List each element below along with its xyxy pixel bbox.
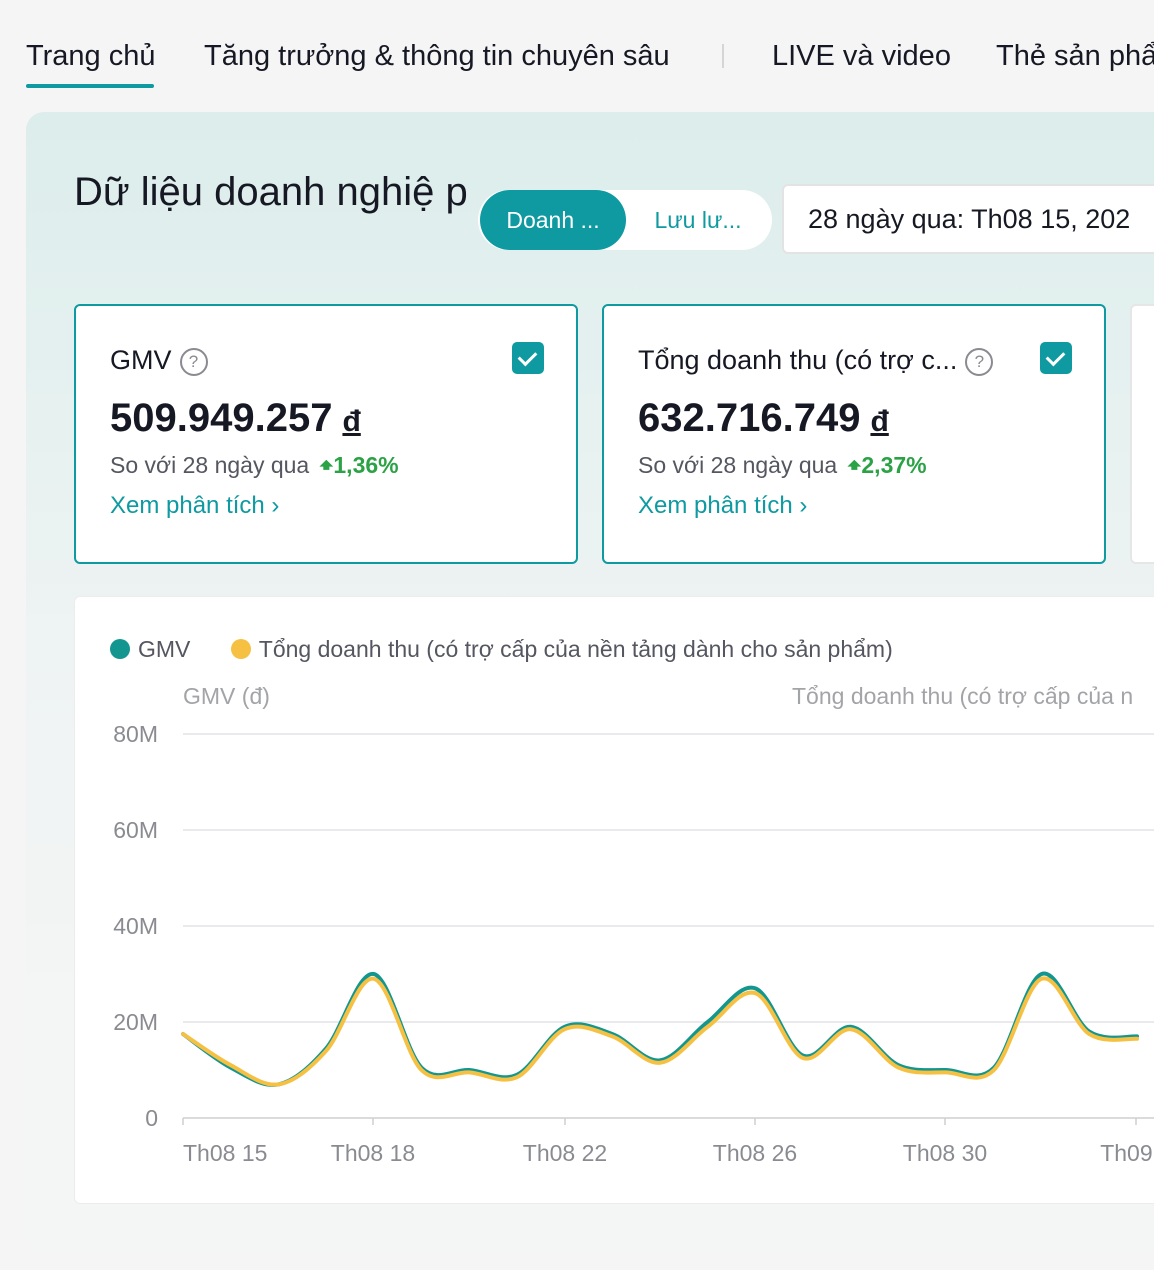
arrow-up-icon: 🠹 xyxy=(847,452,862,478)
x-tick-label: Th09 0 xyxy=(1100,1140,1154,1166)
x-tick-label: Th08 26 xyxy=(713,1140,797,1166)
checkbox-icon[interactable] xyxy=(1040,342,1072,374)
arrow-up-icon: 🠹 xyxy=(319,452,334,478)
gmv-card[interactable]: GMV? 509.949.257 đ So với 28 ngày qua 🠹1,3… xyxy=(74,304,578,564)
traffic-toggle-button[interactable]: Lưu lư... xyxy=(654,207,742,233)
total-revenue-card[interactable]: Tổng doanh thu (có trợ c...? 632.716.749… xyxy=(602,304,1106,564)
delta-value: 1,36% xyxy=(333,452,399,478)
tab-divider xyxy=(722,44,724,68)
gmv-value: 509.949.257 đ xyxy=(110,390,361,450)
series-total-revenue-line[interactable] xyxy=(181,976,1139,1087)
date-range-picker[interactable]: 28 ngày qua: Th08 15, 202 xyxy=(782,184,1154,254)
y-tick-label: 60M xyxy=(113,817,158,843)
x-tick-label: Th08 30 xyxy=(903,1140,987,1166)
legend-label: Tổng doanh thu (có trợ cấp của nền tảng … xyxy=(258,636,893,662)
tab-live-video[interactable]: LIVE và video xyxy=(772,40,951,72)
y-axis-right-label: Tổng doanh thu (có trợ cấp của n xyxy=(792,683,1133,709)
card-title-text: GMV xyxy=(110,345,172,375)
comparison-label: So với 28 ngày qua xyxy=(638,452,838,478)
revenue-card-title: Tổng doanh thu (có trợ c...? xyxy=(638,342,994,378)
active-tab-indicator xyxy=(26,84,154,88)
tab-product-cards[interactable]: Thẻ sản phẩ xyxy=(996,40,1154,72)
delta-value: 2,37% xyxy=(861,452,927,478)
currency-symbol: đ xyxy=(870,405,889,438)
gmv-card-title: GMV? xyxy=(110,342,208,378)
tab-home[interactable]: Trang chủ xyxy=(26,40,156,72)
revenue-value: 632.716.749 đ xyxy=(638,390,889,450)
comparison-label: So với 28 ngày qua xyxy=(110,452,310,478)
y-axis-left-label: GMV (đ) xyxy=(183,683,270,709)
comparison-text: So với 28 ngày qua 🠹1,36% xyxy=(110,450,399,480)
x-tick-label: Th08 15 xyxy=(183,1140,267,1166)
legend-gmv[interactable]: GMV xyxy=(110,632,190,666)
y-tick-label: 80M xyxy=(113,721,158,747)
view-analysis-link[interactable]: Xem phân tích › xyxy=(638,492,808,519)
help-icon[interactable]: ? xyxy=(965,347,994,376)
legend-dot-icon xyxy=(110,639,130,659)
chart-legend: GMV Tổng doanh thu (có trợ cấp của nền t… xyxy=(110,632,927,666)
x-tick-label: Th08 18 xyxy=(331,1140,415,1166)
trend-chart-card xyxy=(74,596,1154,1204)
help-icon[interactable]: ? xyxy=(179,347,208,376)
metric-value: 509.949.257 xyxy=(110,396,333,440)
legend-total-revenue[interactable]: Tổng doanh thu (có trợ cấp của nền tảng … xyxy=(230,632,893,666)
delta-badge: 🠹1,36% xyxy=(319,452,398,478)
y-tick-label: 40M xyxy=(113,913,158,939)
checkbox-icon[interactable] xyxy=(512,342,544,374)
legend-label: GMV xyxy=(138,636,191,662)
view-analysis-link[interactable]: Xem phân tích › xyxy=(110,492,280,519)
next-metric-card[interactable] xyxy=(1130,304,1154,564)
revenue-toggle-button[interactable]: Doanh ... xyxy=(480,190,626,250)
card-title-text: Tổng doanh thu (có trợ c... xyxy=(638,345,958,375)
legend-dot-icon xyxy=(230,639,251,659)
section-title: Dữ liệu doanh nghiệ p xyxy=(74,170,468,214)
currency-symbol: đ xyxy=(342,405,361,438)
metric-type-toggle: Doanh ... Lưu lư... xyxy=(478,190,772,250)
y-tick-label: 0 xyxy=(145,1105,158,1131)
comparison-text: So với 28 ngày qua 🠹2,37% xyxy=(638,450,927,480)
top-tabs: Trang chủ Tăng trưởng & thông tin chuyên… xyxy=(0,0,1154,100)
tab-growth-insights[interactable]: Tăng trưởng & thông tin chuyên sâu xyxy=(204,40,670,72)
delta-badge: 🠹2,37% xyxy=(847,452,926,478)
x-tick-label: Th08 22 xyxy=(523,1140,607,1166)
y-tick-label: 20M xyxy=(113,1009,158,1035)
metric-value: 632.716.749 xyxy=(638,396,861,440)
